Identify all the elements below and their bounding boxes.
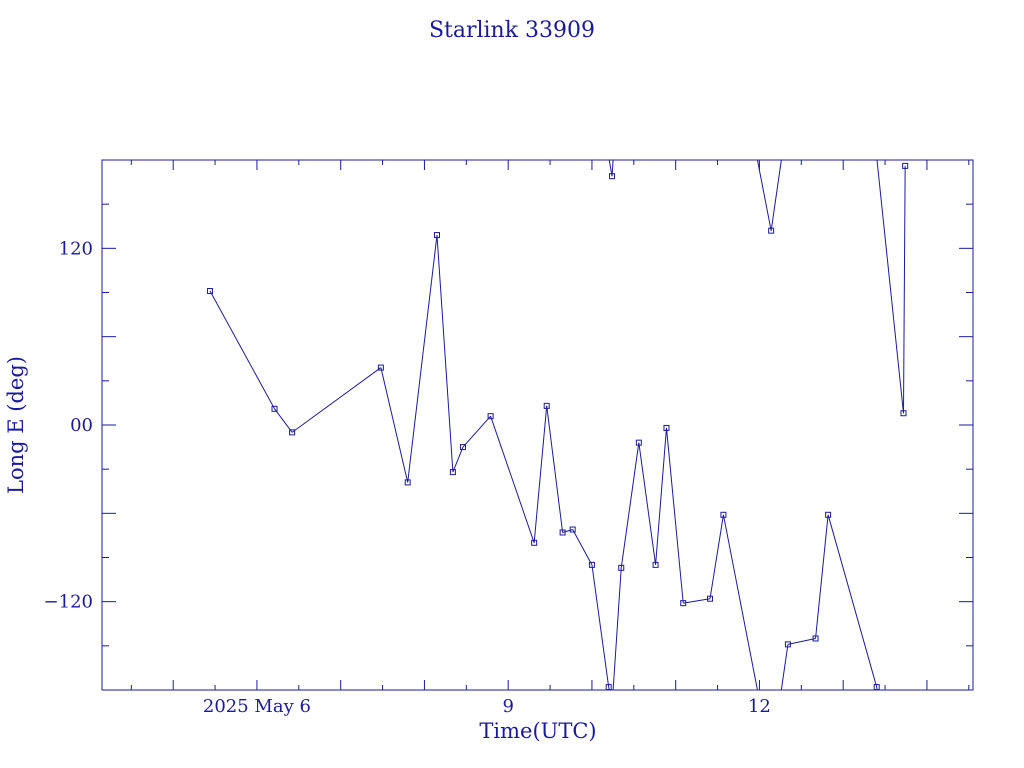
x-tick-label: 9 [502, 696, 513, 717]
data-point-marker [459, 444, 466, 451]
series-segment [209, 290, 275, 410]
data-point-marker [825, 511, 832, 518]
data-point-marker [271, 405, 278, 412]
data-point-marker [635, 439, 642, 446]
y-tick-label: −120 [44, 592, 93, 613]
data-point-marker [531, 539, 538, 546]
plot-frame [101, 159, 974, 691]
x-axis-label: Time(UTC) [479, 719, 596, 743]
series-segment [462, 415, 491, 448]
series-segment [665, 427, 684, 604]
series-segment [452, 446, 464, 473]
series-lines [209, 160, 906, 690]
y-axis-ticks: 120 00 −120 [44, 203, 973, 647]
y-axis-label: Long E (deg) [4, 356, 28, 494]
series-segment [380, 367, 409, 483]
series-segment [787, 637, 816, 645]
x-tick-label: 2025 May 6 [203, 696, 311, 717]
series-segment [770, 160, 782, 231]
data-point-marker [900, 410, 907, 417]
data-point-marker [663, 424, 670, 431]
series-segment [546, 405, 564, 533]
data-point-marker [404, 479, 411, 486]
y-tick-label: 00 [70, 415, 93, 436]
series-segment [533, 405, 548, 543]
series-segment [709, 514, 724, 599]
data-point-marker [768, 227, 775, 234]
data-point-marker [207, 288, 214, 295]
series-segment [572, 529, 593, 566]
series-segment [815, 514, 829, 639]
series-segment [612, 567, 622, 690]
series-segment [683, 598, 711, 604]
series-segment [902, 165, 906, 414]
data-point-marker [784, 641, 791, 648]
data-point-marker [434, 232, 440, 239]
data-point-marker [609, 173, 616, 180]
x-axis-ticks: 2025 May 6 9 12 [130, 160, 970, 717]
series-segment [655, 427, 667, 565]
data-point-marker [588, 561, 595, 568]
chart-title: Starlink 33909 [429, 18, 595, 43]
data-point-marker [707, 595, 714, 602]
series-segment [620, 442, 640, 568]
data-point-marker [652, 561, 659, 568]
data-point-marker [543, 402, 550, 409]
series-segment [876, 160, 904, 414]
data-point-marker [487, 413, 494, 420]
series-segment [638, 442, 657, 565]
series-segment [490, 416, 535, 543]
x-tick-label: 12 [748, 696, 771, 717]
data-point-marker [902, 162, 909, 169]
data-point-marker [289, 429, 296, 436]
data-point-marker [680, 600, 687, 607]
series-segment [756, 160, 772, 231]
data-point-marker [873, 684, 880, 691]
series-segment [291, 367, 382, 433]
data-point-marker [559, 529, 566, 536]
series-segment [591, 564, 610, 688]
series-segment [407, 235, 438, 483]
series-segment [722, 514, 758, 690]
data-point-marker [449, 469, 456, 476]
series-segment [274, 408, 293, 433]
series-segment [827, 514, 878, 688]
series-points [207, 162, 909, 691]
data-point-marker [618, 564, 625, 571]
series-segment [436, 235, 454, 473]
y-tick-label: 120 [59, 238, 93, 259]
data-point-marker [377, 364, 384, 371]
data-point-marker [812, 635, 819, 642]
data-point-marker [569, 526, 576, 533]
data-point-marker [720, 511, 727, 518]
data-point-marker [605, 684, 612, 691]
series-segment [780, 644, 789, 690]
series-segment [562, 529, 573, 533]
